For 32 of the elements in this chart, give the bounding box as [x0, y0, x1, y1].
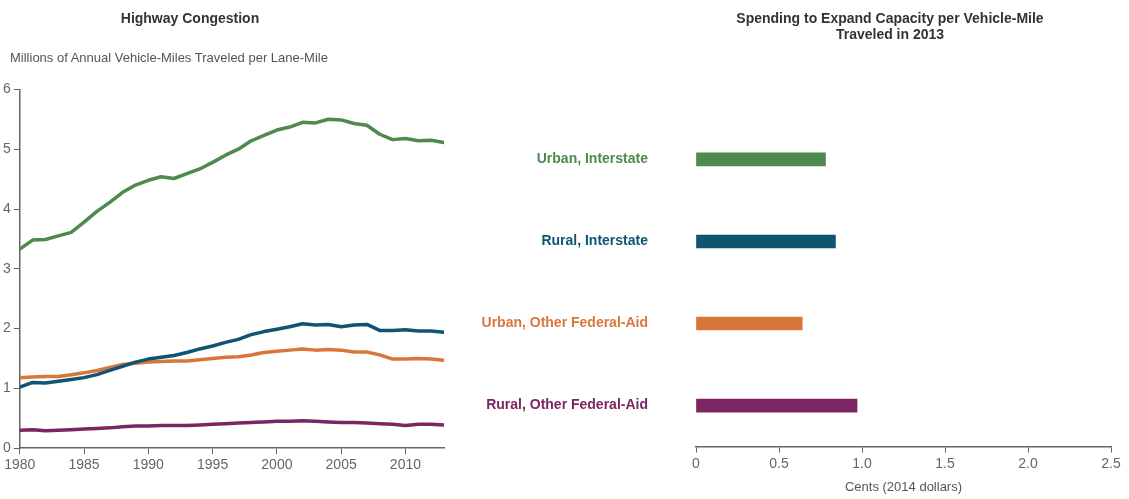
- x-tick-label: 2.0: [1018, 454, 1038, 471]
- y-tick-label: 2: [2, 319, 11, 336]
- x-tick-label: 0: [692, 454, 701, 471]
- x-tick-label: 2.5: [1101, 454, 1121, 471]
- y-tick-label: 5: [2, 140, 11, 157]
- bar: [696, 316, 803, 331]
- chart-title: Spending to Expand Capacity per Vehicle-Mile Traveled in 2013: [735, 10, 1045, 42]
- x-tick-label: 1985: [68, 456, 100, 473]
- y-axis-title: Millions of Annual Vehicle-Miles Traveled per Lane-Mile: [10, 50, 328, 65]
- y-tick-label: Rural, Other Federal-Aid: [486, 396, 648, 413]
- y-tick-label: 3: [2, 259, 11, 276]
- bar: [696, 152, 826, 167]
- x-tick-label: 0.5: [769, 454, 789, 471]
- y-tick-label: Urban, Interstate: [536, 150, 649, 167]
- x-tick-label: 1990: [132, 456, 165, 473]
- x-tick-label: 1980: [4, 456, 36, 473]
- y-tick-label: Rural, Interstate: [541, 232, 649, 249]
- x-tick-label: 1.0: [852, 454, 872, 471]
- x-tick-label: 1995: [197, 456, 229, 473]
- bar: [696, 234, 836, 249]
- y-tick-label: 0: [2, 439, 11, 456]
- y-tick-label: 4: [2, 199, 11, 216]
- x-tick-label: 2000: [261, 456, 293, 473]
- x-tick-label: 2010: [389, 456, 422, 473]
- x-axis-title: Cents (2014 dollars): [844, 478, 963, 494]
- x-tick-label: 2005: [325, 456, 357, 473]
- x-tick-label: 1.5: [935, 454, 955, 471]
- chart-title: Highway Congestion: [119, 10, 261, 26]
- y-tick-label: 6: [2, 80, 11, 97]
- y-tick-label: Urban, Other Federal-Aid: [481, 314, 648, 331]
- y-tick-label: 1: [2, 379, 11, 396]
- bar: [696, 398, 858, 413]
